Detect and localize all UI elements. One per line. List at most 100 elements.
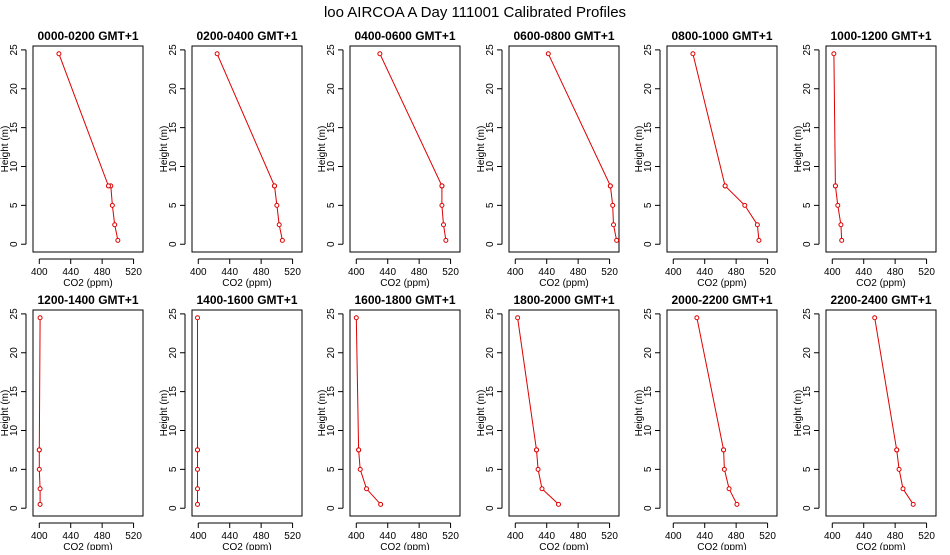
panel-title: 0000-0200 GMT+1: [37, 29, 138, 43]
panel-title: 1800-2000 GMT+1: [513, 293, 614, 307]
x-tick-label: 400: [31, 267, 48, 278]
data-point: [364, 486, 369, 492]
y-tick-label: 25: [9, 308, 20, 320]
panel-title: 1600-1800 GMT+1: [354, 293, 455, 307]
x-tick-label: 520: [125, 267, 142, 278]
x-tick-label: 480: [411, 531, 428, 542]
data-point: [439, 202, 445, 208]
x-axis-label: CO2 (ppm): [380, 278, 429, 289]
panel-8: 1400-1600 GMT+1 400 440 480 520 CO2 (ppm) 0 5 10…: [159, 293, 303, 553]
series-line: [379, 53, 447, 241]
y-tick-label: 15: [485, 122, 496, 134]
y-tick-label: 25: [802, 308, 813, 320]
data-point: [545, 51, 551, 57]
y-tick-label: 10: [802, 160, 813, 172]
panel-1: 0000-0200 GMT+1 400 440 480 520 CO2 (ppm) 0 5 10…: [0, 29, 144, 289]
data-point: [690, 51, 696, 57]
series-line: [833, 53, 843, 241]
data-point: [756, 237, 762, 243]
x-tick-label: 480: [728, 267, 745, 278]
x-axis-label: CO2 (ppm): [222, 278, 271, 289]
y-axis-label: Height (m): [159, 126, 170, 173]
panel-title: 0800-1000 GMT+1: [671, 29, 772, 43]
y-axis-label: Height (m): [159, 390, 170, 437]
data-point: [443, 237, 449, 243]
x-axis-label: CO2 (ppm): [697, 542, 746, 550]
data-point: [742, 202, 748, 208]
y-tick-label: 10: [802, 424, 813, 436]
x-tick-label: 480: [411, 267, 428, 278]
x-axis-label: CO2 (ppm): [222, 542, 271, 550]
panel-title: 0600-0800 GMT+1: [513, 29, 614, 43]
data-point: [195, 486, 200, 492]
y-tick-label: 5: [643, 202, 654, 208]
x-tick-label: 520: [125, 531, 142, 542]
x-tick-label: 400: [31, 531, 48, 542]
x-tick-label: 480: [570, 267, 587, 278]
data-point: [56, 51, 62, 57]
x-tick-label: 520: [601, 531, 618, 542]
series-line: [38, 317, 41, 505]
x-tick-label: 440: [379, 267, 396, 278]
x-tick-label: 520: [759, 531, 776, 542]
data-point: [37, 501, 43, 507]
data-point: [539, 486, 545, 492]
y-tick-label: 25: [643, 44, 654, 56]
data-point: [37, 315, 43, 321]
plot-frame: [666, 45, 778, 253]
data-point: [556, 501, 561, 507]
data-point: [214, 51, 220, 57]
panel-title: 1200-1400 GMT+1: [37, 293, 138, 307]
data-point: [721, 447, 727, 453]
data-point: [112, 222, 118, 228]
data-point: [195, 447, 200, 453]
y-tick-label: 20: [326, 347, 337, 359]
x-tick-label: 520: [442, 531, 459, 542]
y-tick-label: 25: [802, 44, 813, 56]
y-tick-label: 20: [643, 83, 654, 95]
data-point: [276, 222, 282, 228]
y-tick-label: 25: [485, 308, 496, 320]
data-point: [439, 183, 445, 189]
x-axis-label: CO2 (ppm): [63, 278, 112, 289]
data-point: [614, 237, 620, 243]
y-tick-label: 5: [643, 466, 654, 472]
x-tick-label: 480: [570, 531, 587, 542]
panel-4: 0600-0800 GMT+1 400 440 480 520 CO2 (ppm) 0 5 10…: [476, 29, 620, 289]
panel-3: 0400-0600 GMT+1 400 440 480 520 CO2 (ppm) 0 5 10…: [317, 29, 461, 289]
data-point: [356, 447, 362, 453]
y-tick-label: 15: [802, 122, 813, 134]
x-tick-label: 400: [665, 267, 682, 278]
x-tick-label: 440: [62, 531, 79, 542]
panel-7: 1200-1400 GMT+1 400 440 480 520 CO2 (ppm) 0 5 10…: [0, 293, 144, 553]
series-line: [547, 53, 618, 241]
y-tick-label: 25: [168, 44, 179, 56]
y-tick-label: 10: [168, 424, 179, 436]
x-tick-label: 520: [601, 267, 618, 278]
plot-frame: [349, 45, 461, 253]
y-tick-label: 0: [326, 505, 337, 511]
data-point: [910, 501, 916, 507]
y-tick-label: 0: [485, 241, 496, 247]
panel-title: 1400-1600 GMT+1: [196, 293, 297, 307]
y-tick-label: 20: [643, 347, 654, 359]
y-tick-label: 25: [485, 44, 496, 56]
plot-frame: [191, 309, 303, 517]
panel-2: 0200-0400 GMT+1 400 440 480 520 CO2 (ppm) 0 5 10…: [159, 29, 303, 289]
x-tick-label: 400: [348, 531, 365, 542]
plot-frame: [825, 309, 937, 517]
data-point: [441, 222, 446, 228]
plot-frame: [508, 309, 620, 517]
data-point: [36, 466, 42, 472]
data-point: [839, 237, 845, 243]
data-point: [115, 237, 121, 243]
x-tick-label: 520: [284, 267, 301, 278]
panel-11: 2000-2200 GMT+1 400 440 480 520 CO2 (ppm) 0 5 10…: [634, 293, 778, 553]
x-axis-label: CO2 (ppm): [856, 278, 905, 289]
panel-12: 2200-2400 GMT+1 400 440 480 520 CO2 (ppm) 0 5 10…: [793, 293, 937, 553]
y-tick-label: 0: [9, 505, 20, 511]
y-tick-label: 5: [802, 202, 813, 208]
y-tick-label: 10: [326, 160, 337, 172]
x-axis-label: CO2 (ppm): [539, 278, 588, 289]
